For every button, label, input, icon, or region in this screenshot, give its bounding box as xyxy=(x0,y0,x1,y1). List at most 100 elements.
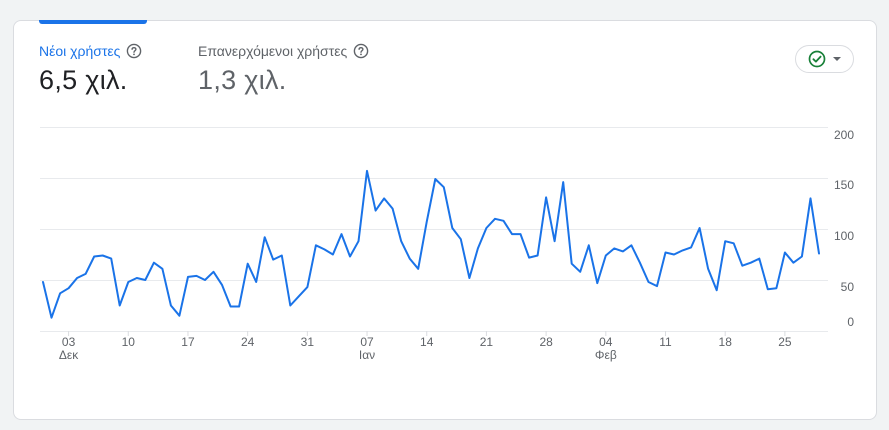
data-point[interactable] xyxy=(92,254,97,259)
data-point[interactable] xyxy=(689,245,694,250)
data-point[interactable] xyxy=(373,208,378,213)
data-point[interactable] xyxy=(390,206,395,211)
data-point[interactable] xyxy=(202,277,207,282)
data-point[interactable] xyxy=(347,254,352,259)
data-point[interactable] xyxy=(612,246,617,251)
data-point[interactable] xyxy=(100,253,105,258)
data-point[interactable] xyxy=(211,269,216,274)
data-point[interactable] xyxy=(49,315,54,320)
data-point[interactable] xyxy=(117,303,122,308)
tab-returning-users-label: Επανερχόμενοι χρήστες xyxy=(198,43,348,59)
data-point[interactable] xyxy=(313,243,318,248)
help-circle-icon[interactable] xyxy=(353,43,369,59)
data-point[interactable] xyxy=(740,263,745,268)
data-point[interactable] xyxy=(237,304,242,309)
data-point[interactable] xyxy=(75,275,80,280)
data-point[interactable] xyxy=(458,237,463,242)
data-point[interactable] xyxy=(774,286,779,291)
data-point[interactable] xyxy=(194,273,199,278)
data-point[interactable] xyxy=(518,232,523,237)
data-point[interactable] xyxy=(330,252,335,257)
data-point[interactable] xyxy=(646,279,651,284)
data-point[interactable] xyxy=(680,248,685,253)
data-point[interactable] xyxy=(527,255,532,260)
data-point[interactable] xyxy=(177,313,182,318)
data-point[interactable] xyxy=(654,284,659,289)
data-point[interactable] xyxy=(416,266,421,271)
data-point[interactable] xyxy=(808,196,813,201)
data-point[interactable] xyxy=(484,225,489,230)
data-point[interactable] xyxy=(109,256,114,261)
data-point[interactable] xyxy=(279,253,284,258)
data-point[interactable] xyxy=(706,266,711,271)
data-point[interactable] xyxy=(492,216,497,221)
gridlines xyxy=(40,127,828,332)
data-point[interactable] xyxy=(629,243,634,248)
data-point[interactable] xyxy=(305,285,310,290)
data-point[interactable] xyxy=(663,250,668,255)
data-point[interactable] xyxy=(322,247,327,252)
data-point[interactable] xyxy=(586,243,591,248)
data-point[interactable] xyxy=(288,303,293,308)
data-point[interactable] xyxy=(382,196,387,201)
data-point[interactable] xyxy=(765,287,770,292)
data-point[interactable] xyxy=(143,277,148,282)
data-point[interactable] xyxy=(40,279,45,284)
data-point[interactable] xyxy=(58,291,63,296)
tab-returning-users-label-row: Επανερχόμενοι χρήστες xyxy=(198,43,369,59)
data-point[interactable] xyxy=(160,266,165,271)
data-point[interactable] xyxy=(544,195,549,200)
data-point[interactable] xyxy=(748,260,753,265)
data-point[interactable] xyxy=(220,283,225,288)
data-point[interactable] xyxy=(407,256,412,261)
data-point[interactable] xyxy=(501,218,506,223)
data-point[interactable] xyxy=(816,251,821,256)
data-point[interactable] xyxy=(561,180,566,185)
data-point[interactable] xyxy=(782,250,787,255)
data-point[interactable] xyxy=(791,260,796,265)
data-point[interactable] xyxy=(757,256,762,261)
data-point[interactable] xyxy=(399,239,404,244)
data-point[interactable] xyxy=(535,253,540,258)
data-point[interactable] xyxy=(296,294,301,299)
data-point[interactable] xyxy=(424,219,429,224)
data-point[interactable] xyxy=(66,286,71,291)
data-point[interactable] xyxy=(450,225,455,230)
data-point[interactable] xyxy=(475,246,480,251)
data-point[interactable] xyxy=(83,271,88,276)
data-point[interactable] xyxy=(603,253,608,258)
data-point[interactable] xyxy=(134,275,139,280)
data-point[interactable] xyxy=(467,275,472,280)
data-point[interactable] xyxy=(168,303,173,308)
data-point[interactable] xyxy=(569,261,574,266)
tab-new-users[interactable]: Νέοι χρήστες 6,5 χιλ. xyxy=(39,43,142,96)
data-point[interactable] xyxy=(509,232,514,237)
data-point[interactable] xyxy=(620,249,625,254)
data-point[interactable] xyxy=(364,168,369,173)
data-point[interactable] xyxy=(254,279,259,284)
data-point[interactable] xyxy=(441,185,446,190)
data-point[interactable] xyxy=(185,274,190,279)
data-point[interactable] xyxy=(245,261,250,266)
data-point[interactable] xyxy=(552,239,557,244)
comparison-status-dropdown[interactable] xyxy=(795,45,854,73)
data-point[interactable] xyxy=(799,254,804,259)
data-point[interactable] xyxy=(262,235,267,240)
data-point[interactable] xyxy=(578,269,583,274)
data-point[interactable] xyxy=(151,260,156,265)
data-point[interactable] xyxy=(433,176,438,181)
data-point[interactable] xyxy=(339,232,344,237)
data-point[interactable] xyxy=(356,239,361,244)
data-point[interactable] xyxy=(697,225,702,230)
data-point[interactable] xyxy=(714,288,719,293)
help-circle-icon[interactable] xyxy=(126,43,142,59)
data-point[interactable] xyxy=(228,304,233,309)
tab-returning-users[interactable]: Επανερχόμενοι χρήστες 1,3 χιλ. xyxy=(198,43,369,96)
data-point[interactable] xyxy=(723,239,728,244)
data-point[interactable] xyxy=(731,241,736,246)
data-point[interactable] xyxy=(271,257,276,262)
data-point[interactable] xyxy=(126,279,131,284)
data-point[interactable] xyxy=(671,252,676,257)
data-point[interactable] xyxy=(595,281,600,286)
data-point[interactable] xyxy=(637,260,642,265)
